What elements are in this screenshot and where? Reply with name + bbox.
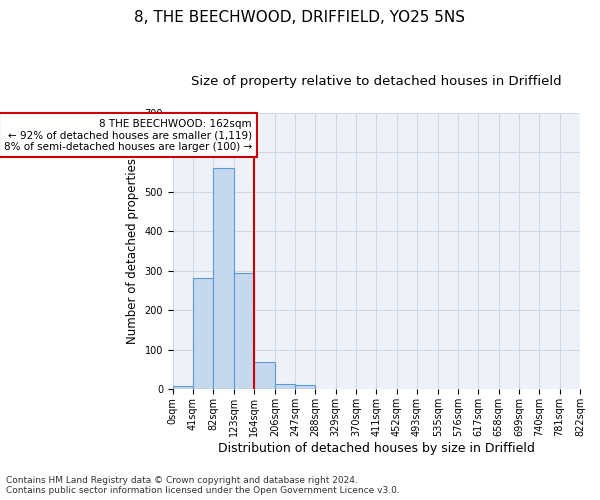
Title: Size of property relative to detached houses in Driffield: Size of property relative to detached ho… [191, 75, 562, 88]
Bar [254, 362, 275, 390]
Text: 8, THE BEECHWOOD, DRIFFIELD, YO25 5NS: 8, THE BEECHWOOD, DRIFFIELD, YO25 5NS [134, 10, 466, 25]
Y-axis label: Number of detached properties: Number of detached properties [126, 158, 139, 344]
Bar [295, 386, 316, 390]
Text: 8 THE BEECHWOOD: 162sqm
← 92% of detached houses are smaller (1,119)
8% of semi-: 8 THE BEECHWOOD: 162sqm ← 92% of detache… [4, 118, 252, 152]
Text: Contains HM Land Registry data © Crown copyright and database right 2024.
Contai: Contains HM Land Registry data © Crown c… [6, 476, 400, 495]
Bar [173, 386, 193, 390]
Bar [233, 273, 254, 390]
Bar [275, 384, 295, 390]
X-axis label: Distribution of detached houses by size in Driffield: Distribution of detached houses by size … [218, 442, 535, 455]
Bar [214, 168, 233, 390]
Bar [193, 278, 214, 390]
